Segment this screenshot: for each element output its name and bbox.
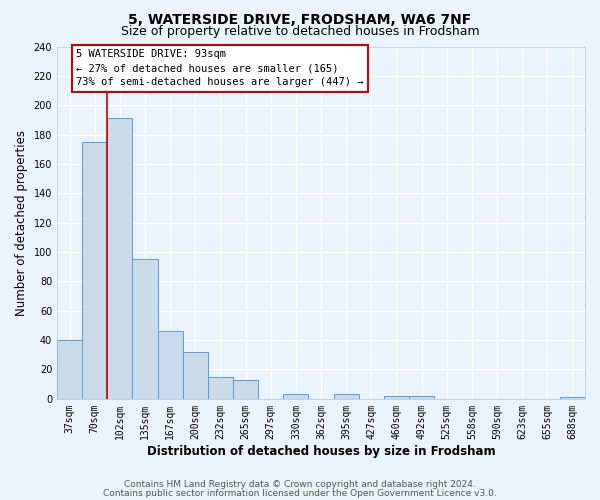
Bar xyxy=(82,142,107,399)
Bar xyxy=(409,396,434,399)
Text: Contains HM Land Registry data © Crown copyright and database right 2024.: Contains HM Land Registry data © Crown c… xyxy=(124,480,476,489)
Bar xyxy=(183,352,208,399)
Bar xyxy=(560,398,585,399)
Bar xyxy=(233,380,258,399)
Bar xyxy=(57,340,82,399)
X-axis label: Distribution of detached houses by size in Frodsham: Distribution of detached houses by size … xyxy=(147,444,496,458)
Bar xyxy=(107,118,133,399)
Text: Contains public sector information licensed under the Open Government Licence v3: Contains public sector information licen… xyxy=(103,488,497,498)
Bar xyxy=(158,332,183,399)
Bar xyxy=(384,396,409,399)
Text: Size of property relative to detached houses in Frodsham: Size of property relative to detached ho… xyxy=(121,25,479,38)
Text: 5, WATERSIDE DRIVE, FRODSHAM, WA6 7NF: 5, WATERSIDE DRIVE, FRODSHAM, WA6 7NF xyxy=(128,12,472,26)
Text: 5 WATERSIDE DRIVE: 93sqm
← 27% of detached houses are smaller (165)
73% of semi-: 5 WATERSIDE DRIVE: 93sqm ← 27% of detach… xyxy=(76,50,364,88)
Bar xyxy=(334,394,359,399)
Bar xyxy=(283,394,308,399)
Bar xyxy=(133,260,158,399)
Y-axis label: Number of detached properties: Number of detached properties xyxy=(15,130,28,316)
Bar xyxy=(208,377,233,399)
